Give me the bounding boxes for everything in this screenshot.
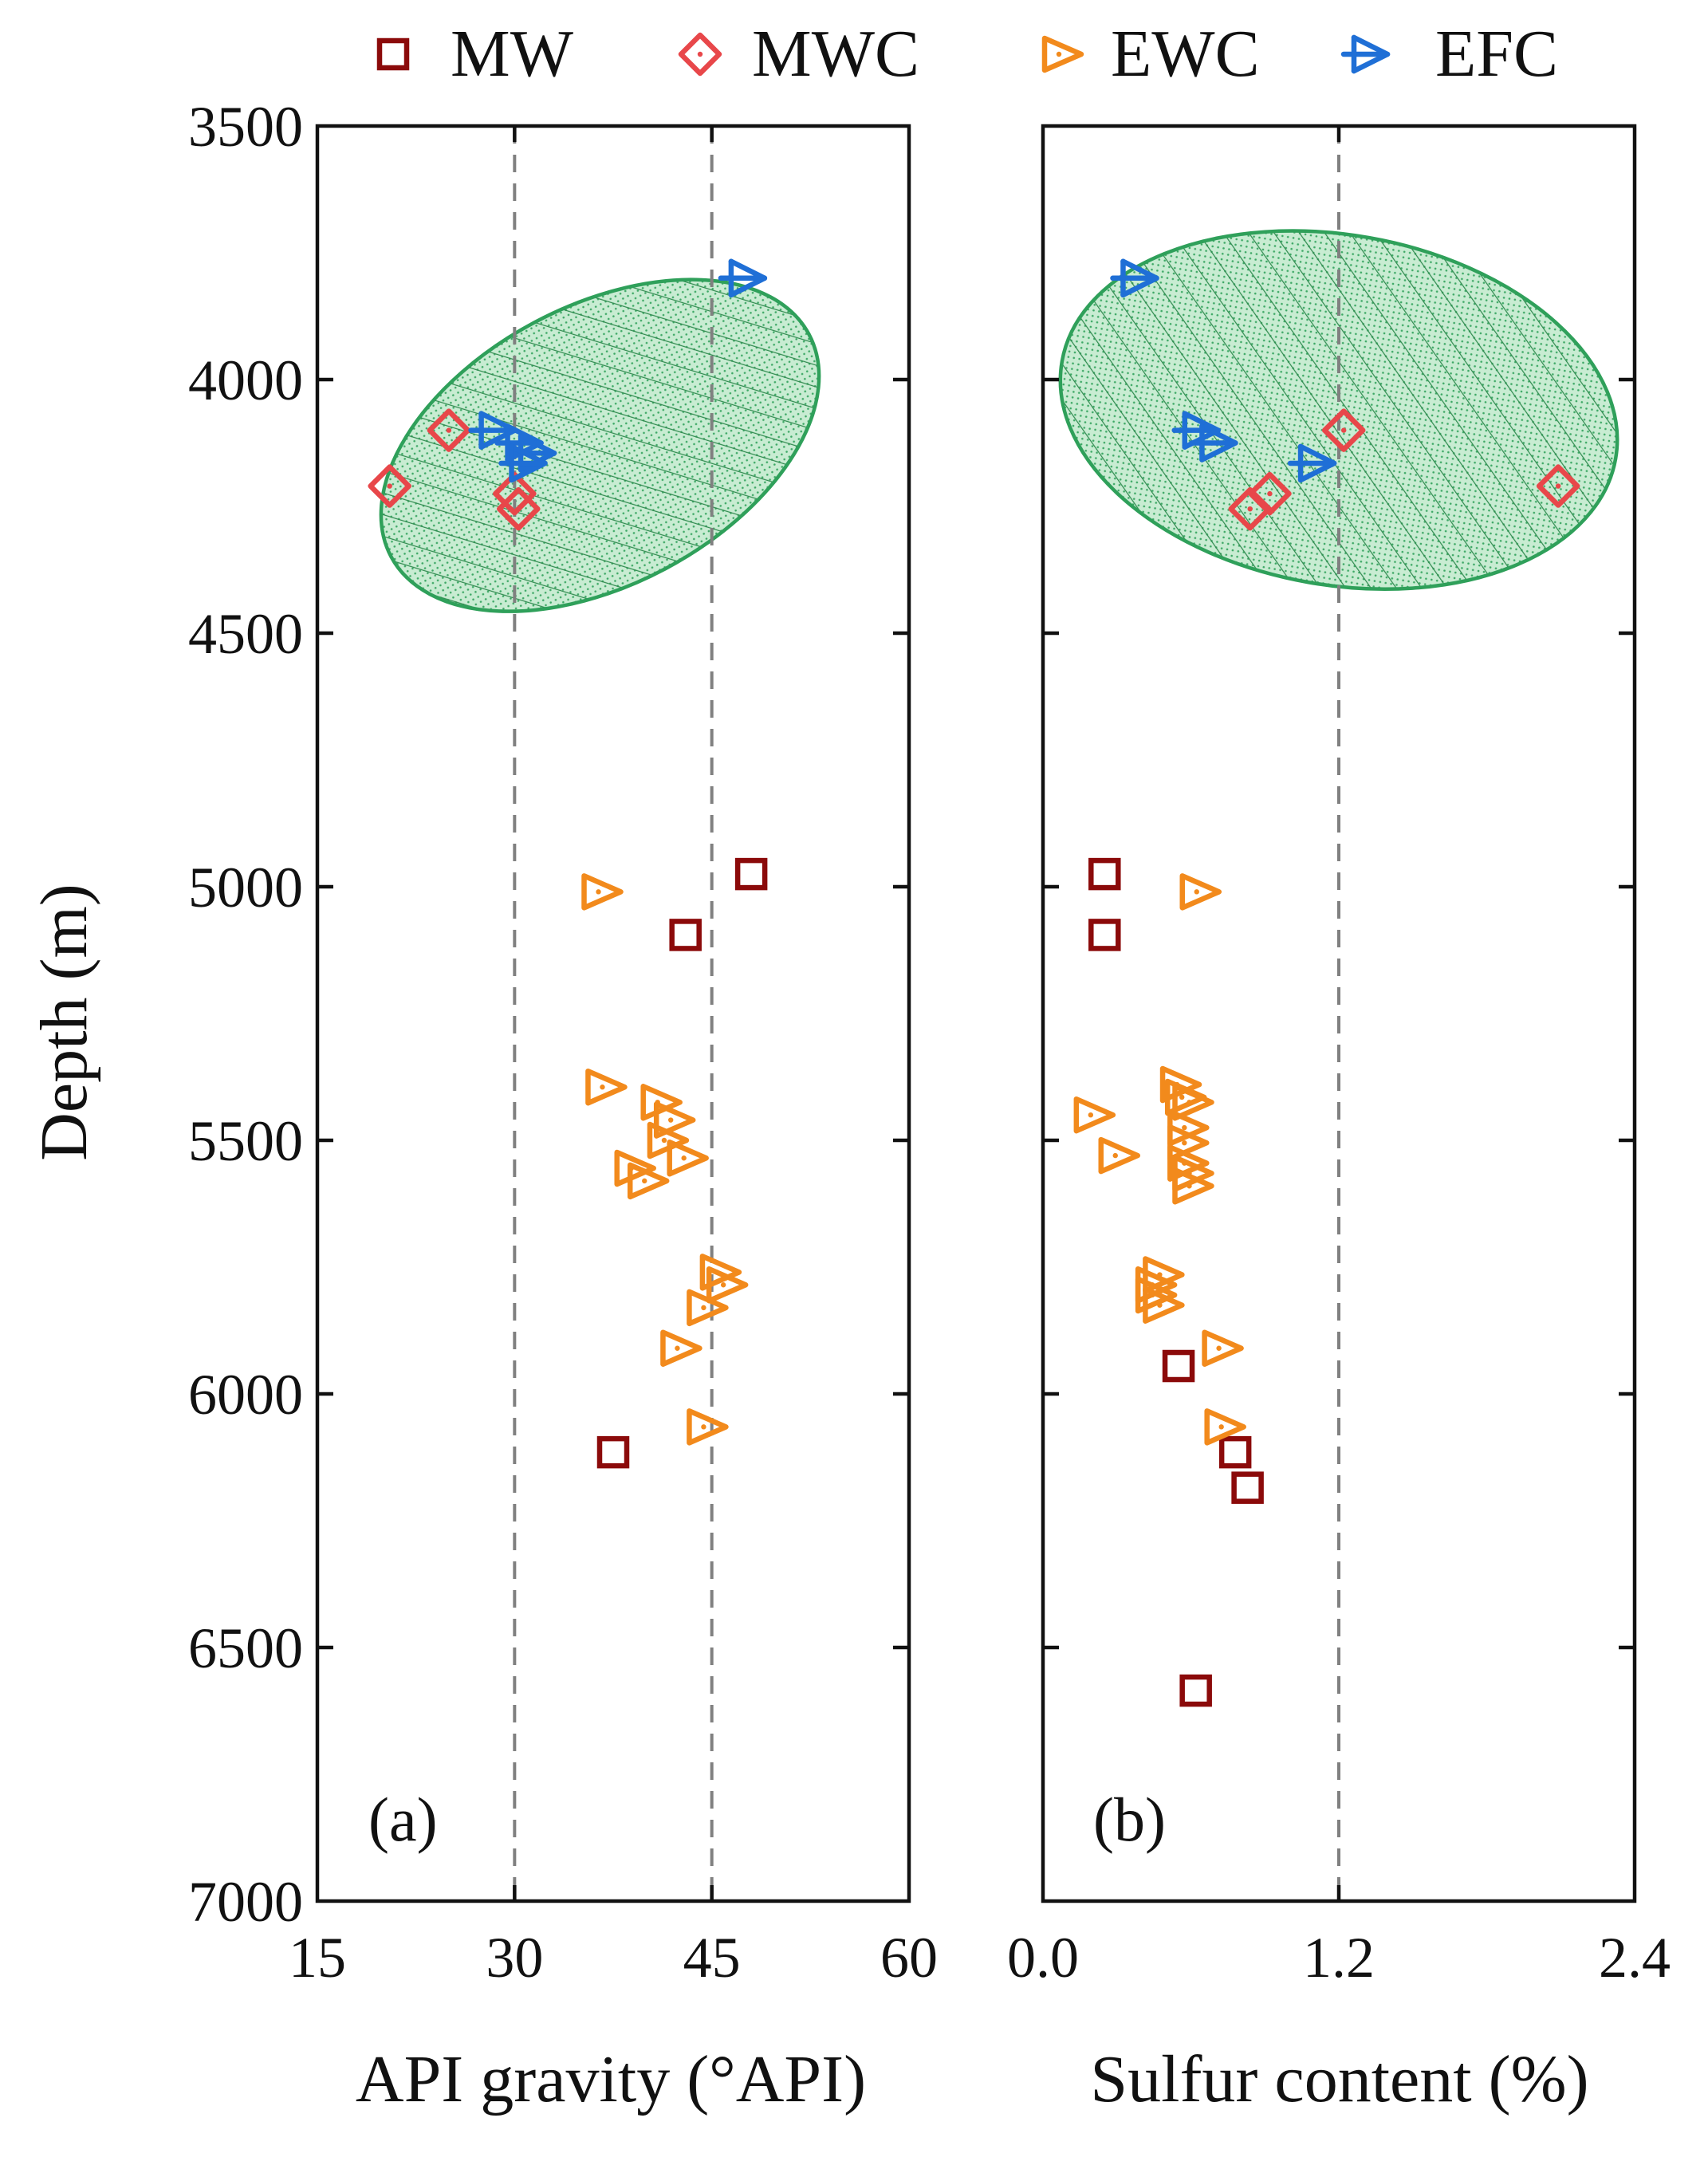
data-point-mwc — [1228, 486, 1272, 531]
data-point-mwc — [368, 464, 411, 508]
data-point-ewc — [1172, 1084, 1214, 1121]
data-point-mw — [596, 1435, 630, 1469]
legend-label-mwc: MWC — [752, 17, 919, 91]
legend-symbol-ewc — [1041, 35, 1084, 73]
x-axis-title-b: Sulfur content (%) — [1090, 2042, 1588, 2116]
data-point-efc — [1189, 423, 1238, 463]
panel-label-a: (a) — [368, 1785, 438, 1854]
legend-label-efc: EFC — [1435, 17, 1558, 91]
legend-marker-efc — [1340, 34, 1391, 74]
data-point-ewc — [706, 1266, 749, 1304]
plot-frame-a — [315, 124, 911, 1903]
x-tick-label: 45 — [683, 1926, 741, 1990]
legend-label-ewc: EWC — [1111, 17, 1260, 91]
data-point-mw — [1162, 1349, 1195, 1383]
cluster-ellipse-outline — [1058, 229, 1619, 591]
y-axis-title: Depth (m) — [27, 884, 101, 1161]
y-tick-label: 4000 — [188, 348, 303, 412]
x-tick-label: 30 — [486, 1926, 543, 1990]
data-point-ewc — [667, 1140, 709, 1177]
data-point-ewc — [1202, 1329, 1244, 1368]
data-point-ewc — [660, 1329, 702, 1368]
data-point-ewc — [1073, 1096, 1116, 1134]
legend-item-mwc: MWC — [678, 17, 919, 91]
data-point-ewc — [1098, 1136, 1140, 1175]
data-point-mw — [1088, 857, 1121, 891]
data-point-mwc — [1321, 408, 1366, 452]
legend-marker-ewc — [1041, 35, 1084, 73]
data-point-mw — [1088, 919, 1121, 951]
legend-symbol-efc — [1340, 34, 1391, 74]
data-point-mwc — [427, 408, 471, 452]
legend-marker-mw — [376, 37, 410, 71]
panel-sulfur-content: 0.0 1.2 2.4 (b) Sulfur content (%) — [1007, 124, 1671, 2116]
panel-api-gravity: 15 30 45 60 3500 4000 4500 5000 5500 6000 6500 700… — [27, 95, 938, 2116]
legend-symbol-mwc — [678, 32, 722, 77]
data-point-mw — [1179, 1674, 1212, 1707]
y-tick-label: 7000 — [188, 1870, 303, 1934]
legend-symbol-mw — [376, 37, 410, 71]
data-point-efc — [1110, 258, 1159, 298]
data-point-ewc — [687, 1408, 729, 1446]
y-tick-label: 6500 — [188, 1616, 303, 1680]
data-point-ewc — [1167, 1124, 1210, 1162]
y-tick-label: 5500 — [188, 1109, 303, 1173]
legend-item-efc: EFC — [1340, 17, 1558, 91]
x-tick-label: 1.2 — [1303, 1926, 1375, 1990]
cluster-ellipse-hatch — [1060, 230, 1618, 589]
data-point-mw — [734, 857, 768, 891]
data-point-efc — [1287, 443, 1337, 483]
data-point-mwc — [1248, 471, 1292, 516]
x-tick-label: 15 — [289, 1926, 346, 1990]
y-tick-label: 5000 — [188, 856, 303, 919]
data-point-ewc — [1179, 873, 1222, 911]
x-axis-title-a: API gravity (°API) — [356, 2042, 866, 2116]
legend-item-mw: MW — [376, 17, 574, 91]
y-tick-label: 6000 — [188, 1363, 303, 1427]
data-point-mw — [1231, 1471, 1264, 1504]
data-point-ewc — [1204, 1408, 1246, 1446]
data-point-mwc — [1536, 464, 1580, 508]
data-point-efc — [718, 258, 768, 298]
legend-item-ewc: EWC — [1041, 17, 1260, 91]
data-point-ewc — [581, 873, 624, 911]
data-point-ewc — [585, 1068, 628, 1106]
data-point-ewc — [687, 1289, 729, 1327]
y-tick-label: 4500 — [188, 602, 303, 666]
x-tick-label: 0.0 — [1007, 1926, 1079, 1990]
y-tick-label: 3500 — [188, 95, 303, 159]
data-point-mw — [1218, 1435, 1252, 1469]
cluster-ellipse-outline — [379, 278, 821, 613]
x-tick-label: 2.4 — [1599, 1926, 1671, 1990]
cluster-ellipse-hatch — [380, 279, 820, 612]
data-point-ewc — [627, 1162, 670, 1200]
x-tick-label: 60 — [880, 1926, 938, 1990]
data-point-efc — [498, 443, 548, 483]
data-point-ewc — [1143, 1286, 1185, 1324]
legend-label-mw: MW — [451, 17, 574, 91]
data-point-mw — [669, 919, 702, 951]
legend-marker-mwc — [678, 32, 722, 77]
legend: MW MWC EWC EFC — [376, 17, 1558, 91]
data-point-ewc — [653, 1101, 696, 1139]
panel-label-b: (b) — [1093, 1785, 1166, 1854]
data-point-ewc — [1172, 1167, 1214, 1205]
data-point-mwc — [497, 486, 541, 531]
